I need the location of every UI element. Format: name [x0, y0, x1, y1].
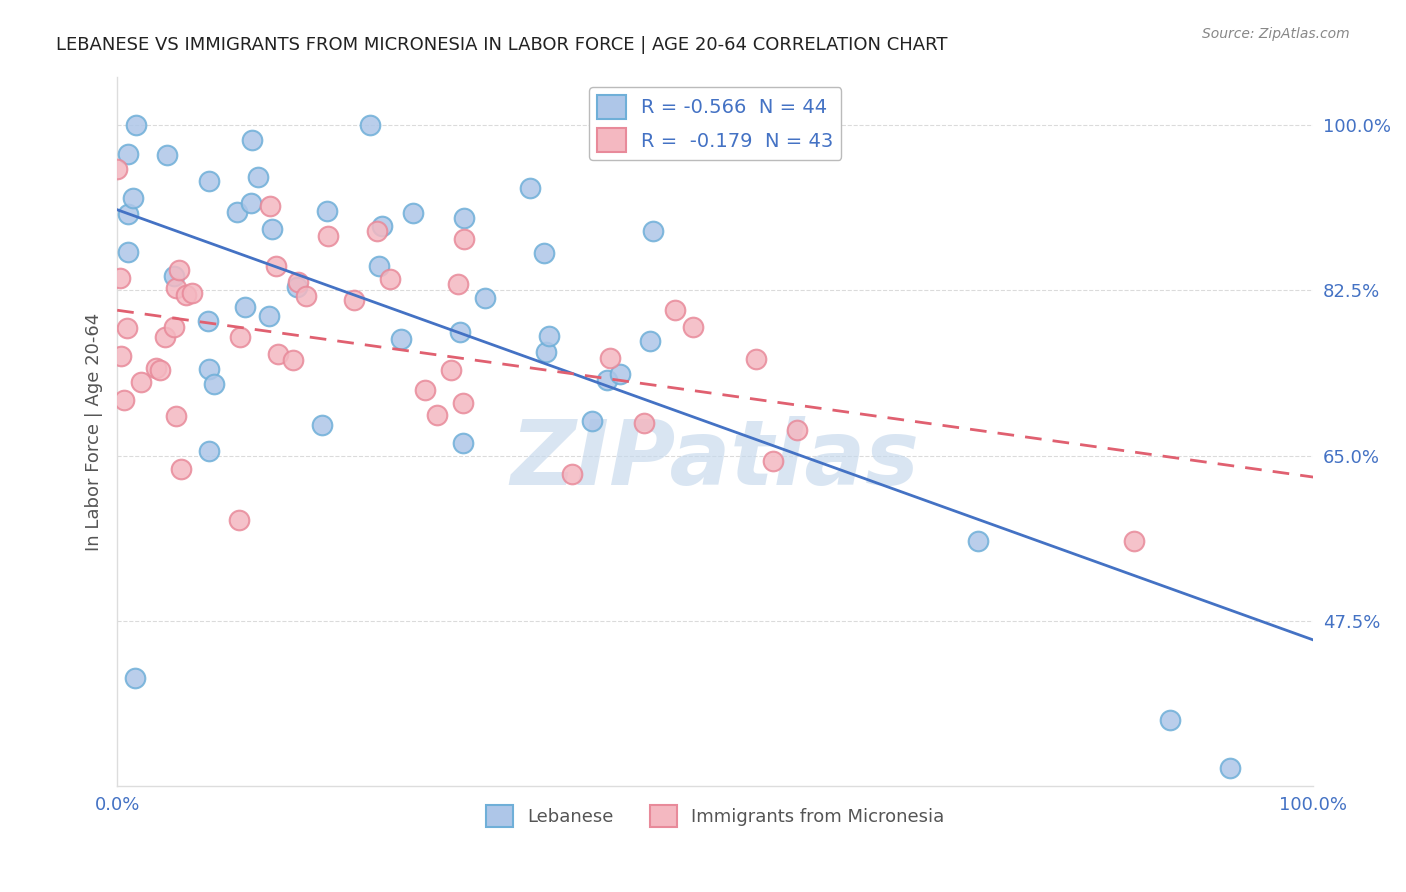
Immigrants from Micronesia	[786, 423, 808, 437]
Y-axis label: In Labor Force | Age 20-64: In Labor Force | Age 20-64	[86, 313, 103, 551]
Immigrants from Micronesia	[745, 352, 768, 367]
Immigrants from Micronesia	[112, 392, 135, 407]
Immigrants from Micronesia	[115, 321, 138, 335]
Lebanese	[163, 268, 186, 283]
Lebanese	[257, 310, 280, 324]
Immigrants from Micronesia	[343, 293, 366, 308]
Lebanese	[371, 219, 394, 234]
Lebanese	[260, 222, 283, 236]
Immigrants from Micronesia	[440, 363, 463, 377]
Lebanese	[125, 118, 148, 132]
Lebanese	[453, 211, 475, 225]
Lebanese	[359, 118, 381, 132]
Lebanese	[609, 367, 631, 381]
Lebanese	[1219, 761, 1241, 775]
Immigrants from Micronesia	[105, 161, 128, 176]
Lebanese	[533, 246, 555, 260]
Immigrants from Micronesia	[451, 396, 474, 410]
Lebanese	[311, 418, 333, 433]
Legend: Lebanese, Immigrants from Micronesia: Lebanese, Immigrants from Micronesia	[478, 797, 952, 834]
Immigrants from Micronesia	[149, 363, 172, 377]
Immigrants from Micronesia	[129, 375, 152, 389]
Immigrants from Micronesia	[281, 352, 304, 367]
Immigrants from Micronesia	[180, 286, 202, 301]
Lebanese	[316, 204, 339, 219]
Immigrants from Micronesia	[264, 259, 287, 273]
Lebanese	[449, 326, 471, 340]
Immigrants from Micronesia	[165, 281, 187, 295]
Immigrants from Micronesia	[447, 277, 470, 291]
Lebanese	[240, 195, 263, 210]
Immigrants from Micronesia	[1122, 533, 1144, 548]
Lebanese	[474, 291, 496, 305]
Lebanese	[519, 180, 541, 194]
Text: LEBANESE VS IMMIGRANTS FROM MICRONESIA IN LABOR FORCE | AGE 20-64 CORRELATION CH: LEBANESE VS IMMIGRANTS FROM MICRONESIA I…	[56, 36, 948, 54]
Lebanese	[534, 345, 557, 359]
Immigrants from Micronesia	[682, 320, 704, 334]
Immigrants from Micronesia	[380, 272, 402, 286]
Lebanese	[389, 332, 412, 346]
Immigrants from Micronesia	[163, 319, 186, 334]
Immigrants from Micronesia	[295, 288, 318, 302]
Immigrants from Micronesia	[259, 199, 281, 213]
Lebanese	[638, 334, 661, 349]
Lebanese	[596, 373, 619, 387]
Immigrants from Micronesia	[167, 263, 190, 277]
Lebanese	[198, 173, 221, 187]
Lebanese	[155, 148, 177, 162]
Immigrants from Micronesia	[153, 330, 176, 344]
Immigrants from Micronesia	[170, 462, 193, 476]
Lebanese	[124, 671, 146, 685]
Lebanese	[1159, 714, 1181, 728]
Immigrants from Micronesia	[599, 351, 621, 366]
Lebanese	[117, 207, 139, 221]
Immigrants from Micronesia	[174, 288, 197, 302]
Lebanese	[202, 376, 225, 391]
Immigrants from Micronesia	[110, 349, 132, 363]
Lebanese	[235, 300, 257, 314]
Immigrants from Micronesia	[453, 232, 475, 246]
Immigrants from Micronesia	[762, 454, 785, 468]
Immigrants from Micronesia	[561, 467, 583, 481]
Immigrants from Micronesia	[228, 513, 250, 527]
Lebanese	[198, 444, 221, 458]
Lebanese	[122, 191, 145, 205]
Immigrants from Micronesia	[267, 347, 290, 361]
Lebanese	[198, 362, 221, 376]
Lebanese	[226, 205, 249, 219]
Lebanese	[581, 414, 603, 428]
Lebanese	[967, 533, 990, 548]
Immigrants from Micronesia	[633, 416, 655, 430]
Lebanese	[368, 259, 391, 273]
Lebanese	[117, 244, 139, 259]
Lebanese	[451, 435, 474, 450]
Lebanese	[117, 146, 139, 161]
Immigrants from Micronesia	[426, 408, 449, 422]
Lebanese	[285, 280, 308, 294]
Lebanese	[240, 133, 263, 147]
Immigrants from Micronesia	[229, 329, 252, 343]
Immigrants from Micronesia	[165, 409, 187, 423]
Immigrants from Micronesia	[664, 302, 686, 317]
Lebanese	[641, 224, 664, 238]
Lebanese	[197, 314, 219, 328]
Text: ZIPatlas: ZIPatlas	[510, 417, 920, 504]
Immigrants from Micronesia	[366, 224, 388, 238]
Immigrants from Micronesia	[145, 360, 167, 375]
Lebanese	[247, 170, 270, 185]
Immigrants from Micronesia	[108, 271, 131, 285]
Text: Source: ZipAtlas.com: Source: ZipAtlas.com	[1202, 27, 1350, 41]
Immigrants from Micronesia	[318, 228, 340, 243]
Immigrants from Micronesia	[287, 275, 309, 289]
Lebanese	[402, 206, 425, 220]
Immigrants from Micronesia	[413, 384, 436, 398]
Lebanese	[537, 329, 560, 343]
